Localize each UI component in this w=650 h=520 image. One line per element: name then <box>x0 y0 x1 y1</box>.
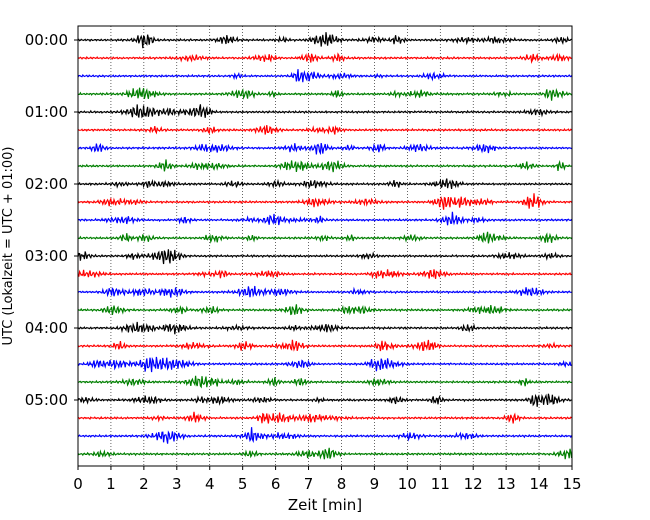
trace-row-23 <box>77 427 573 444</box>
y-axis-label: UTC (Lokalzeit = UTC + 01:00) <box>1 147 16 346</box>
trace-row-5 <box>77 104 573 119</box>
trace-row-11 <box>77 211 573 226</box>
trace-row-15 <box>77 285 572 298</box>
y-tick-label: 04:00 <box>25 319 68 337</box>
y-tick-label: 05:00 <box>25 391 68 409</box>
trace-row-1 <box>77 32 572 49</box>
plot-background <box>78 26 572 466</box>
x-tick-label: 9 <box>370 475 380 493</box>
x-tick-label: 11 <box>431 475 450 493</box>
plot-frame <box>77 25 573 467</box>
x-tick-label: 14 <box>530 475 549 493</box>
x-tick-label: 5 <box>238 475 248 493</box>
trace-row-13 <box>77 249 573 265</box>
y-tick-label: 01:00 <box>25 103 68 121</box>
x-gridlines <box>110 26 540 466</box>
trace-row-10 <box>77 193 573 210</box>
trace-row-7 <box>77 142 572 156</box>
x-tick-label: 13 <box>497 475 516 493</box>
y-tick-label: 03:00 <box>25 247 68 265</box>
trace-row-12 <box>77 231 573 244</box>
x-axis-label: Zeit [min] <box>288 496 362 514</box>
x-tick-label: 0 <box>73 475 83 493</box>
x-tick-label: 2 <box>139 475 149 493</box>
x-tick-label: 8 <box>337 475 347 493</box>
y-tick-label: 00:00 <box>25 31 68 49</box>
trace-row-17 <box>77 321 573 335</box>
trace-row-4 <box>77 87 573 101</box>
x-tick-label: 10 <box>398 475 417 493</box>
trace-row-9 <box>77 178 573 189</box>
x-tick-label: 3 <box>172 475 182 493</box>
trace-row-6 <box>77 124 572 135</box>
x-tick-label: 6 <box>271 475 281 493</box>
trace-row-2 <box>77 52 572 65</box>
trace-row-22 <box>77 411 572 424</box>
x-tick-label: 12 <box>464 475 483 493</box>
y-axis-ticks: 00:00 01:00 02:00 03:00 04:00 05:00 <box>25 31 78 409</box>
trace-row-19 <box>77 356 572 373</box>
x-tick-label: 4 <box>205 475 215 493</box>
x-tick-label: 7 <box>304 475 314 493</box>
trace-row-18 <box>77 339 573 352</box>
trace-row-14 <box>77 269 572 280</box>
x-tick-label: 1 <box>106 475 116 493</box>
trace-row-3 <box>77 69 573 83</box>
trace-row-20 <box>77 375 572 389</box>
trace-row-16 <box>77 304 572 316</box>
trace-row-8 <box>77 159 572 173</box>
seismic-traces <box>77 32 573 460</box>
x-tick-label: 15 <box>562 475 581 493</box>
trace-row-21 <box>77 393 572 407</box>
y-tick-label: 02:00 <box>25 175 68 193</box>
trace-row-24 <box>77 447 573 460</box>
x-axis-ticks: 0 1 2 3 4 5 6 7 8 9 10 11 12 13 14 15 <box>73 466 582 493</box>
